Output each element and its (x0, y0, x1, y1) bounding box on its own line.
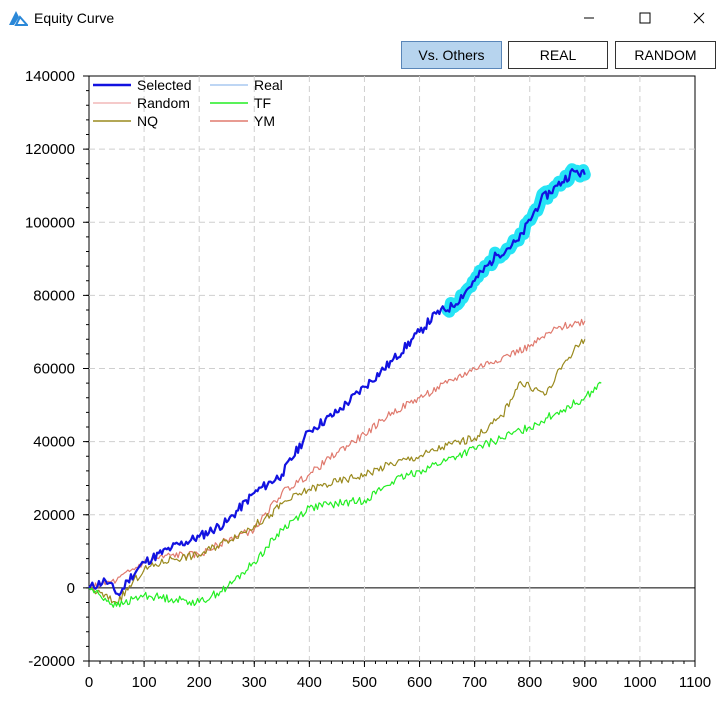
y-tick-label: 80000 (33, 287, 75, 304)
x-tick-label: 900 (572, 674, 597, 691)
close-button[interactable] (676, 0, 722, 36)
close-icon (693, 12, 705, 24)
legend-label-random: Random (137, 95, 190, 111)
y-tick-label: 120000 (25, 141, 75, 158)
legend-label-tf: TF (254, 95, 271, 111)
y-tick-label: -20000 (28, 653, 75, 670)
legend-label-ym: YM (254, 113, 275, 129)
x-tick-label: 200 (187, 674, 212, 691)
series-line-nq (88, 338, 586, 605)
random-button[interactable]: RANDOM (615, 41, 716, 69)
series-line-ym (88, 318, 586, 591)
x-tick-label: 600 (407, 674, 432, 691)
x-tick-label: 400 (297, 674, 322, 691)
x-tick-label: 1000 (623, 674, 656, 691)
y-tick-label: 60000 (33, 361, 75, 378)
legend-label-nq: NQ (137, 113, 158, 129)
window-title: Equity Curve (34, 10, 115, 26)
y-tick-label: 100000 (25, 214, 75, 231)
series-line-tf (88, 381, 602, 608)
title-bar: Equity Curve (0, 0, 728, 36)
maximize-icon (639, 12, 651, 24)
x-tick-label: 500 (352, 674, 377, 691)
x-tick-label: 0 (85, 674, 93, 691)
legend-label-real: Real (254, 77, 283, 93)
app-logo-icon (9, 11, 28, 26)
y-tick-label: 0 (67, 580, 75, 597)
vs-others-button[interactable]: Vs. Others (401, 41, 502, 69)
x-tick-label: 1100 (679, 674, 711, 691)
y-tick-label: 140000 (25, 70, 75, 85)
minimize-icon (584, 17, 594, 19)
x-tick-label: 700 (462, 674, 487, 691)
y-tick-label: 20000 (33, 507, 75, 524)
x-tick-label: 300 (242, 674, 267, 691)
minimize-button[interactable] (566, 0, 612, 36)
real-button[interactable]: REAL (508, 41, 608, 69)
maximize-button[interactable] (622, 0, 668, 36)
equity-chart: -20000 0 20000 40000 60000 80000 100000 120000 1… (25, 70, 711, 691)
series-line-selected (88, 168, 586, 597)
x-tick-label: 800 (517, 674, 542, 691)
legend-label-selected: Selected (137, 77, 191, 93)
x-tick-label: 100 (132, 674, 157, 691)
y-tick-label: 40000 (33, 434, 75, 451)
